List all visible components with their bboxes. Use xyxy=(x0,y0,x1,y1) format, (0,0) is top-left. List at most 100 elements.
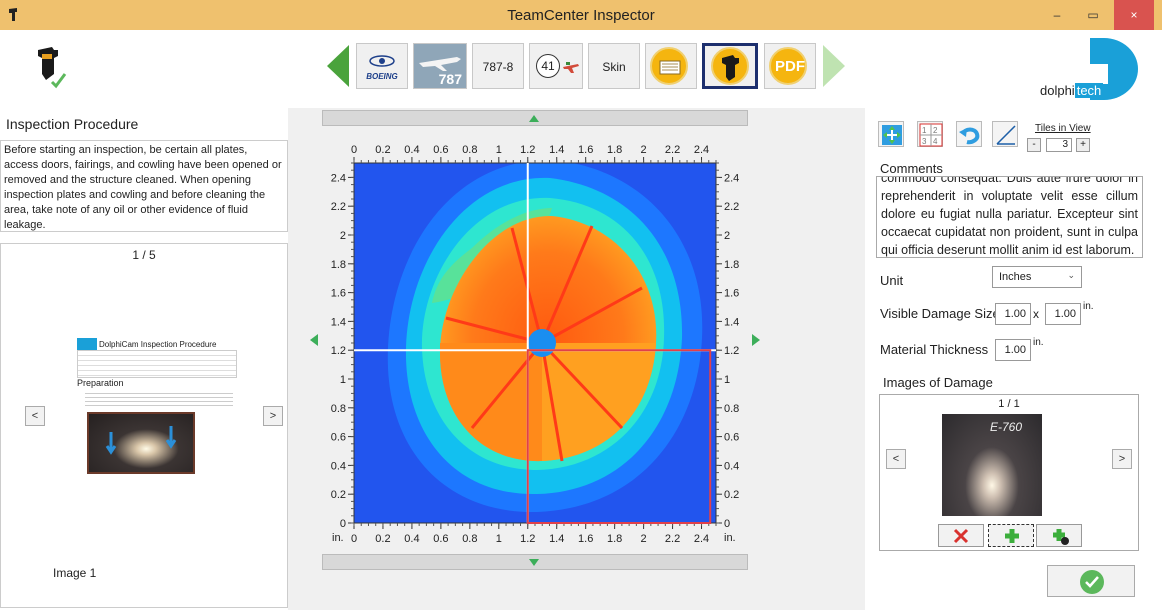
damage-prev-button[interactable]: < xyxy=(886,449,906,469)
title-bar: TeamCenter Inspector – ▭ × xyxy=(0,0,1162,30)
axes: 0 0.2 0.4 0.6 0.8 1 1.2 1.4 1.6 1.8 2 2.2 2.4 0 0.2 0.4… xyxy=(331,144,740,545)
center-scrollbar[interactable] xyxy=(848,108,865,610)
pdf-label: PDF xyxy=(775,58,805,75)
y-tick-label-right: 1.2 xyxy=(724,345,739,357)
pan-right-icon[interactable] xyxy=(752,334,760,346)
y-tick-label-left: 0.2 xyxy=(331,489,346,501)
boeing-button[interactable]: BOEING xyxy=(356,43,408,89)
pan-left-icon[interactable] xyxy=(310,334,318,346)
pdf-button[interactable]: PDF xyxy=(764,43,816,89)
tiles-plus-button[interactable]: + xyxy=(1076,138,1090,152)
brand-name-part1: dolphi xyxy=(1040,83,1075,98)
doc-section-heading: Preparation xyxy=(77,378,124,388)
x-tick-label-bottom: 1 xyxy=(496,533,502,545)
confirm-button[interactable] xyxy=(1047,565,1135,597)
y-tick-label-right: 2 xyxy=(724,230,730,242)
undo-icon xyxy=(959,127,980,145)
x-tick-label-top: 1 xyxy=(496,144,502,156)
scanner-icon xyxy=(659,60,681,75)
probe-icon xyxy=(722,55,739,81)
x-tick-label-bottom: 1.2 xyxy=(520,533,535,545)
add-plus-icon xyxy=(1005,529,1019,543)
delete-image-button[interactable] xyxy=(938,524,984,547)
minimize-button[interactable]: – xyxy=(1053,8,1061,22)
doc-thumbnail[interactable]: DolphiCam Inspection Procedure Preparati… xyxy=(77,338,237,478)
x-tick-label-top: 0.6 xyxy=(433,144,448,156)
zone-button[interactable]: 41 xyxy=(529,43,583,89)
x-tick-label-top: 1.4 xyxy=(549,144,564,156)
x-tick-label-top: 2.4 xyxy=(694,144,709,156)
tile-layout-button[interactable]: 1 2 3 4 xyxy=(917,121,943,147)
damage-height-field[interactable]: 1.00 xyxy=(1045,303,1081,325)
tiles-count-field[interactable]: 3 xyxy=(1046,138,1072,152)
skin-button[interactable]: Skin xyxy=(588,43,640,89)
variant-button[interactable]: 787-8 xyxy=(472,43,524,89)
y-tick-label-right: 2.4 xyxy=(724,172,739,184)
x-tick-label-top: 0.2 xyxy=(375,144,390,156)
material-thickness-label: Material Thickness xyxy=(880,342,989,357)
prev-arrow-icon[interactable] xyxy=(325,43,351,89)
unit-select[interactable]: Inches ⌄ xyxy=(992,266,1082,288)
maximize-button[interactable]: ▭ xyxy=(1087,8,1099,22)
y-tick-label-right: 0 xyxy=(724,518,730,530)
pan-up-bar[interactable] xyxy=(322,110,748,126)
y-tick-label-right: 1 xyxy=(724,374,730,386)
app-icon xyxy=(9,8,17,21)
add-from-camera-button[interactable] xyxy=(1036,524,1082,547)
y-tick-label-right: 0.8 xyxy=(724,403,739,415)
comments-text: commodo consequat. Duis aute irure dolor… xyxy=(881,176,1138,257)
undo-button[interactable] xyxy=(956,121,982,147)
next-arrow-icon[interactable] xyxy=(821,43,847,89)
doc-info-table xyxy=(77,350,237,378)
delete-x-icon xyxy=(953,528,969,544)
aircraft-787-button[interactable]: 787 xyxy=(413,43,467,89)
add-image-button[interactable] xyxy=(988,524,1034,547)
material-thickness-field[interactable]: 1.00 xyxy=(995,339,1031,361)
inspection-procedure-text: Before starting an inspection, be certai… xyxy=(0,140,288,232)
damage-marker-arrows-icon xyxy=(105,426,177,455)
x-tick-label-bottom: 0 xyxy=(351,533,357,545)
move-tool-button[interactable] xyxy=(878,121,904,147)
c-scan-plot[interactable]: 0 0.2 0.4 0.6 0.8 1 1.2 1.4 1.6 1.8 2 2.2 2.4 0 0.2 0.4… xyxy=(322,128,748,550)
damage-size-times: x xyxy=(1033,307,1039,321)
chevron-down-icon: ⌄ xyxy=(1067,270,1075,280)
notification-badge: 41 xyxy=(536,54,560,78)
pan-down-bar[interactable] xyxy=(322,554,748,570)
comments-textarea[interactable]: commodo consequat. Duis aute irure dolor… xyxy=(876,176,1143,258)
damage-image-counter: 1 / 1 xyxy=(998,398,1020,410)
probe-mode-button[interactable] xyxy=(702,43,758,89)
x-tick-label-top: 0.4 xyxy=(404,144,419,156)
doc-prev-button[interactable]: < xyxy=(25,406,45,426)
damage-photo[interactable]: E-760 xyxy=(942,414,1042,516)
close-button[interactable]: × xyxy=(1114,0,1154,30)
scan-mode-button[interactable] xyxy=(645,43,697,89)
y-tick-label-right: 1.4 xyxy=(724,316,739,328)
svg-text:2: 2 xyxy=(933,126,938,135)
damage-next-button[interactable]: > xyxy=(1112,449,1132,469)
y-tick-label-left: 1.6 xyxy=(331,288,346,300)
svg-text:3: 3 xyxy=(922,137,927,146)
procedure-document-viewer: 1 / 5 < > DolphiCam Inspection Procedure… xyxy=(0,243,288,608)
x-tick-label-bottom: 0.2 xyxy=(375,533,390,545)
damage-photo-marking: E-760 xyxy=(990,420,1023,434)
selection-rectangle[interactable] xyxy=(526,349,712,524)
tiles-minus-button[interactable]: - xyxy=(1027,138,1041,152)
x-tick-label-top: 0 xyxy=(351,144,357,156)
tiles-in-view-label: Tiles in View xyxy=(1035,123,1091,134)
y-tick-label-left: 2 xyxy=(340,230,346,242)
boeing-label: BOEING xyxy=(366,72,398,81)
x-tick-label-bottom: 0.4 xyxy=(404,533,419,545)
doc-next-button[interactable]: > xyxy=(263,406,283,426)
x-tick-label-top: 0.8 xyxy=(462,144,477,156)
damage-width-field[interactable]: 1.00 xyxy=(995,303,1031,325)
checkmark-icon xyxy=(1080,570,1104,594)
doc-image-caption: Image 1 xyxy=(53,566,97,580)
airplane-icon xyxy=(419,57,461,71)
x-unit-label-right: in. xyxy=(724,532,736,544)
y-tick-label-right: 2.2 xyxy=(724,201,739,213)
y-tick-label-right: 0.2 xyxy=(724,489,739,501)
measure-button[interactable] xyxy=(992,121,1018,147)
left-pane-scrollbar[interactable] xyxy=(288,108,305,610)
brand-name-part2: tech xyxy=(1074,83,1104,98)
y-tick-label-left: 0.4 xyxy=(331,460,346,472)
